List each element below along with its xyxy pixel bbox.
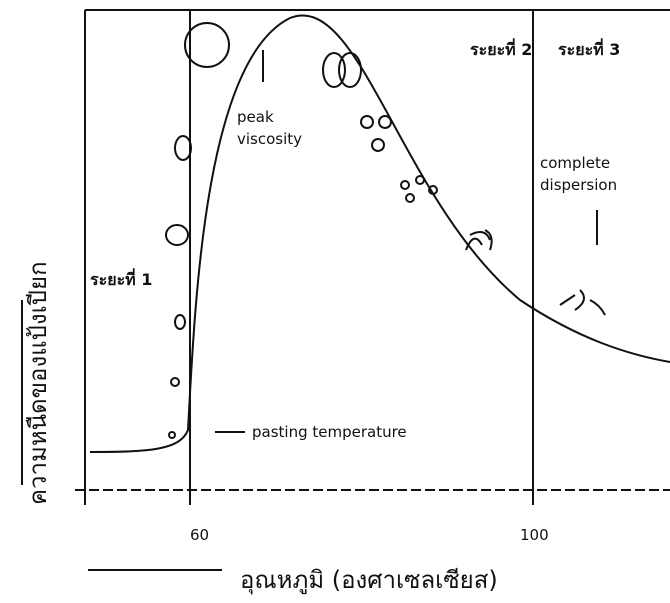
stage-label: ระยะที่ 3 bbox=[558, 38, 620, 59]
annotation: pasting temperature bbox=[252, 423, 407, 441]
x-tick-label: 100 bbox=[520, 526, 549, 544]
annotation: viscosity bbox=[237, 130, 302, 148]
granules bbox=[165, 22, 606, 439]
y-axis-title: ความหนืดของแป้งเปียก bbox=[24, 261, 52, 505]
annotation: peak bbox=[237, 108, 274, 126]
stage-label: ระยะที่ 2 bbox=[470, 38, 532, 59]
stage-label: ระยะที่ 1 bbox=[90, 268, 152, 289]
annotation: dispersion bbox=[540, 176, 617, 194]
x-axis-title: อุณหภูมิ (องศาเซลเซียส) bbox=[240, 566, 498, 595]
annotation: complete bbox=[540, 154, 610, 172]
viscosity-curve bbox=[89, 14, 670, 453]
x-tick-label: 60 bbox=[190, 526, 209, 544]
